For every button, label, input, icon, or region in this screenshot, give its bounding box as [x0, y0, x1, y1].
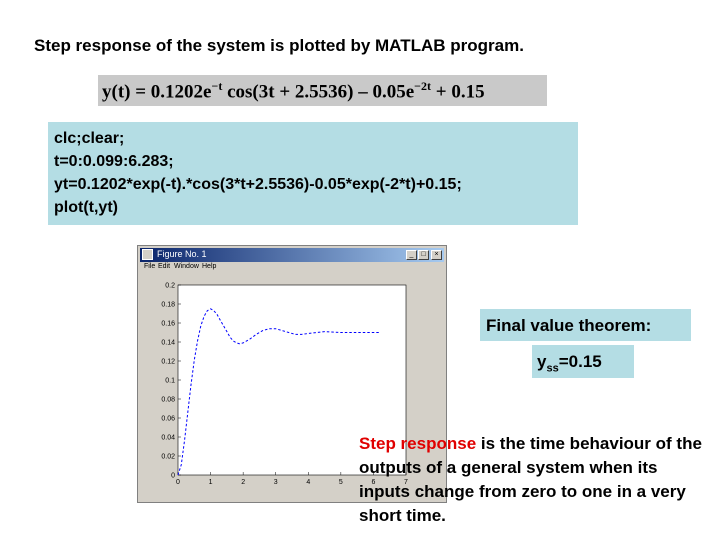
y-tick-label: 0.06 [161, 416, 175, 423]
y-tick-label: 0.18 [161, 302, 175, 309]
y-tick-label: 0.12 [161, 359, 175, 366]
code-line: t=0:0.099:6.283; [54, 153, 174, 170]
y-tick-label: 0.16 [161, 321, 175, 328]
steady-state-value: yss=0.15 [537, 352, 602, 374]
y-tick-label: 0.2 [165, 283, 175, 290]
step-response-line [177, 308, 380, 476]
figure-app-icon [142, 249, 153, 260]
y-tick-label: 0.08 [161, 397, 175, 404]
x-tick-label: 2 [241, 479, 245, 486]
equation-text: y(t) = 0.1202e−t cos(3t + 2.5536) – 0.05… [102, 79, 485, 103]
yss-val: =0.15 [558, 352, 602, 371]
menu-help[interactable]: Help [202, 263, 217, 270]
code-line: yt=0.1202*exp(-t).*cos(3*t+2.5536)-0.05*… [54, 176, 462, 193]
figure-title: Figure No. 1 [157, 249, 207, 259]
menu-edit[interactable]: Edit [158, 263, 171, 270]
menu-window[interactable]: Window [174, 263, 199, 270]
minimize-button[interactable]: _ [406, 250, 417, 260]
eq-mid: cos(3t + 2.5536) – 0.05e [222, 81, 415, 103]
code-line: plot(t,yt) [54, 199, 118, 216]
eq-exp2: −2t [414, 79, 432, 93]
matlab-code-box: clc;clear; t=0:0.099:6.283; yt=0.1202*ex… [48, 122, 578, 225]
matlab-figure-window[interactable]: Figure No. 1 _ □ × File Edit Window Help… [137, 245, 447, 503]
step-response-plot: 00.020.040.060.080.10.120.140.160.180.2 … [161, 283, 408, 487]
x-tick-label: 4 [306, 479, 310, 486]
x-tick-label: 3 [274, 479, 278, 486]
code-line: clc;clear; [54, 130, 125, 147]
x-tick-label: 0 [176, 479, 180, 486]
y-tick-label: 0.02 [161, 454, 175, 461]
eq-exp1: −t [211, 79, 223, 93]
y-tick-label: 0.04 [161, 435, 175, 442]
final-value-box: Final value theorem: [480, 309, 691, 341]
figure-menubar: File Edit Window Help [140, 263, 444, 274]
equation-box: y(t) = 0.1202e−t cos(3t + 2.5536) – 0.05… [98, 75, 547, 106]
y-tick-label: 0 [171, 473, 175, 480]
x-tick-label: 1 [209, 479, 213, 486]
definition-text: is the time behaviour of the outputs of … [359, 434, 702, 525]
definition-highlight: Step response [359, 434, 477, 453]
close-button[interactable]: × [431, 250, 442, 260]
steady-state-box: yss=0.15 [532, 345, 634, 378]
x-tick-label: 6 [371, 479, 375, 486]
yss-y: y [537, 352, 547, 371]
axes-box [177, 284, 407, 476]
eq-rhs: + 0.15 [431, 81, 485, 103]
final-value-label: Final value theorem: [486, 316, 652, 335]
menu-file[interactable]: File [144, 263, 156, 270]
y-tick-label: 0.1 [165, 378, 175, 385]
slide-heading: Step response of the system is plotted b… [34, 36, 524, 55]
x-tick-label: 7 [404, 479, 408, 486]
maximize-button[interactable]: □ [418, 250, 429, 260]
figure-titlebar[interactable]: Figure No. 1 _ □ × [140, 248, 444, 262]
y-tick-label: 0.14 [161, 340, 175, 347]
eq-lhs: y(t) = 0.1202e [102, 81, 212, 103]
x-tick-label: 5 [339, 479, 343, 486]
yss-sub: ss [546, 362, 559, 375]
step-response-definition: Step response is the time behaviour of t… [359, 432, 709, 528]
